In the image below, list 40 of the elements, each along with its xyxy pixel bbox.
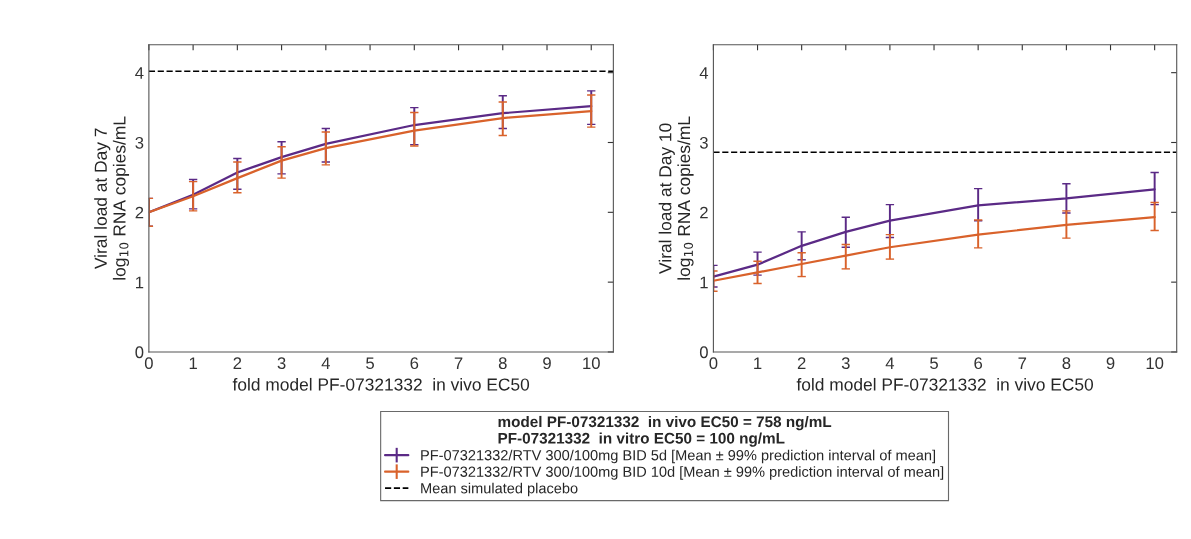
y-tick-label: 1 — [700, 276, 708, 289]
legend-label: PF-07321332/RTV 300/100mg BID 10d [Mean ± 99% prediction interval of mean] — [421, 466, 944, 480]
x-tick-label: 3 — [277, 357, 286, 370]
x-tick-label: 3 — [841, 357, 850, 370]
x-tick-label: 8 — [1062, 357, 1071, 370]
x-tick-label: 4 — [885, 357, 895, 369]
legend-label: PF-07321332/RTV 300/100mg BID 5d [Mean ± 99% prediction interval of mean] — [421, 449, 936, 464]
y-axis-title: Viral load at Day 10 log$_{10}$ RNA copies/mL — [658, 116, 694, 280]
x-tick-label: 10 — [583, 357, 600, 370]
y-tick-label: 0 — [135, 346, 144, 359]
y-tick-label: 4 — [135, 67, 144, 79]
legend-title: model PF-07321332 in vivo EC50 = 758 ng/mL PF-07321332 in vitro EC50 = 100 ng/mL — [498, 415, 832, 447]
y-tick-label: 4 — [699, 67, 709, 79]
x-tick-label: 4 — [321, 357, 330, 369]
x-tick-label: 9 — [1106, 357, 1115, 370]
y-tick-label: 2 — [135, 206, 144, 219]
x-tick-label: 9 — [543, 357, 551, 370]
y-tick-label: 1 — [136, 276, 144, 289]
x-axis-title: fold model PF-07321332 in vivo EC50 — [232, 377, 530, 391]
y-tick-label: 2 — [700, 206, 708, 219]
x-tick-label: 5 — [366, 357, 374, 370]
y-axis-title: Viral load at Day 7 log$_{10}$ RNA copies/mL — [94, 116, 130, 280]
x-tick-label: 7 — [1018, 357, 1027, 369]
x-tick-label: 0 — [144, 357, 153, 370]
x-tick-label: 10 — [1146, 357, 1164, 370]
legend-label: Mean simulated placebo — [421, 482, 578, 497]
x-tick-label: 2 — [797, 357, 806, 369]
x-tick-label: 5 — [930, 357, 938, 370]
x-tick-label: 8 — [498, 357, 507, 370]
x-tick-label: 6 — [410, 357, 419, 370]
x-tick-label: 1 — [754, 357, 762, 369]
x-tick-label: 6 — [974, 357, 983, 370]
y-tick-label: 3 — [699, 136, 708, 149]
x-tick-label: 0 — [709, 357, 718, 370]
x-axis-title: fold model PF-07321332 in vivo EC50 — [796, 377, 1094, 391]
y-tick-label: 3 — [135, 136, 144, 149]
y-tick-label: 0 — [699, 346, 708, 359]
x-tick-label: 2 — [233, 357, 242, 369]
x-tick-label: 7 — [454, 357, 463, 369]
x-tick-label: 1 — [189, 357, 197, 369]
